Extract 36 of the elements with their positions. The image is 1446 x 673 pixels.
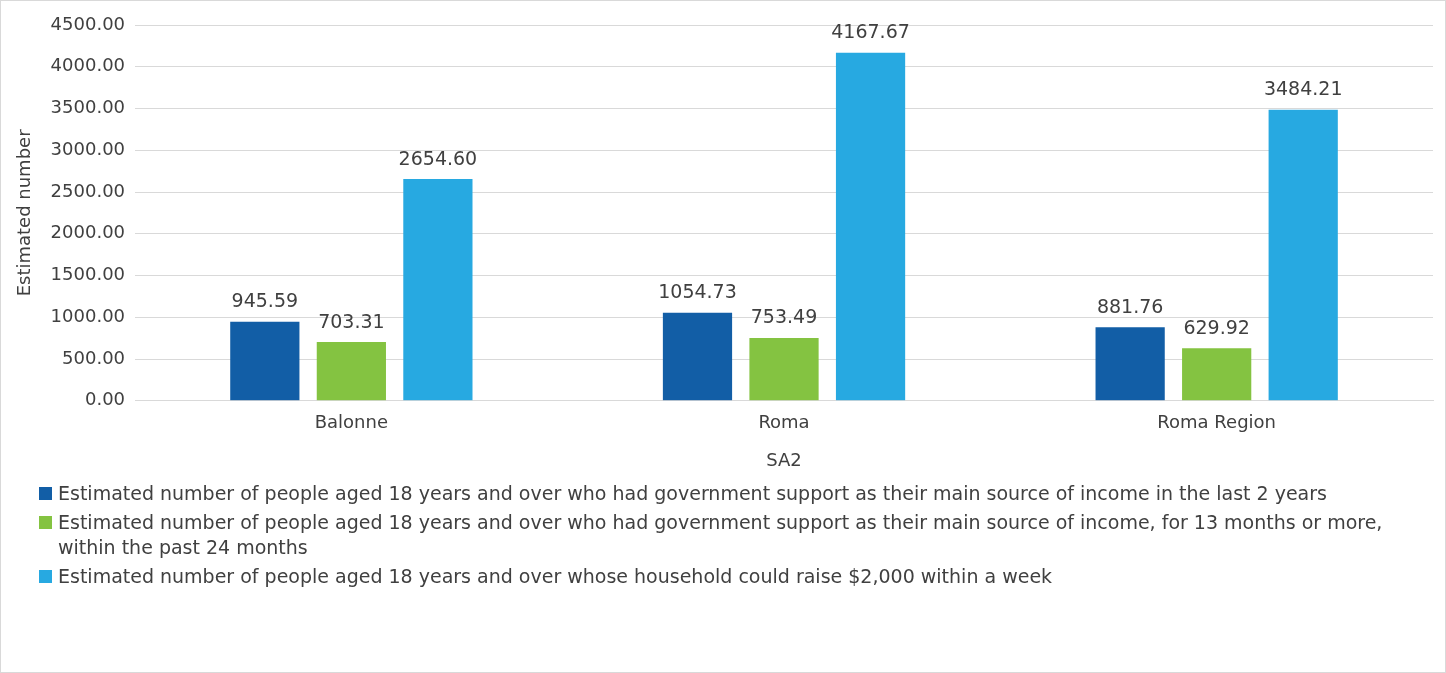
- bar: [749, 337, 819, 401]
- data-label: 753.49: [750, 305, 818, 328]
- bar: [1268, 109, 1338, 401]
- y-tick-label: 0.00: [84, 388, 126, 410]
- y-tick-label: 1500.00: [50, 263, 126, 285]
- bar: [1095, 327, 1165, 401]
- legend-label: Estimated number of people aged 18 years and over who had government support as their main source of income in the last 2 years: [58, 481, 1327, 506]
- legend-label: Estimated number of people aged 18 years and over who had government support as their main source of income, for 13 months or more, within the past 24 months: [58, 510, 1384, 560]
- y-tick-label: 2500.00: [50, 179, 126, 201]
- bar: [403, 179, 473, 401]
- bar: [662, 312, 733, 401]
- data-label: 881.76: [1096, 294, 1164, 317]
- y-tick-label: 1000.00: [50, 304, 126, 326]
- y-tick-label: 3000.00: [50, 137, 126, 159]
- x-tick-label: Roma Region: [1157, 411, 1276, 433]
- x-tick-label: Balonne: [314, 411, 389, 433]
- y-tick-label: 2000.00: [50, 221, 126, 243]
- bar: [835, 52, 906, 401]
- y-axis-title: Estimated number: [13, 128, 35, 297]
- data-label: 1054.73: [658, 280, 737, 303]
- data-label: 3484.21: [1263, 77, 1343, 100]
- x-tick-label: Roma: [758, 411, 810, 433]
- x-axis-title: SA2: [766, 448, 802, 470]
- data-label: 4167.67: [831, 20, 910, 43]
- y-tick-label: 4500.00: [50, 12, 126, 34]
- legend-label: Estimated number of people aged 18 years and over whose household could raise $2,000 within a week: [58, 564, 1053, 589]
- bar: [230, 321, 300, 401]
- y-tick-label: 4000.00: [50, 54, 126, 76]
- data-label: 945.59: [231, 289, 299, 312]
- data-label: 629.92: [1183, 315, 1250, 338]
- y-tick-label: 3500.00: [50, 96, 126, 118]
- y-tick-label: 500.00: [62, 346, 126, 368]
- data-label: 703.31: [318, 309, 385, 332]
- bar: [316, 342, 386, 401]
- bar: [1182, 348, 1252, 401]
- data-label: 2654.60: [398, 146, 478, 169]
